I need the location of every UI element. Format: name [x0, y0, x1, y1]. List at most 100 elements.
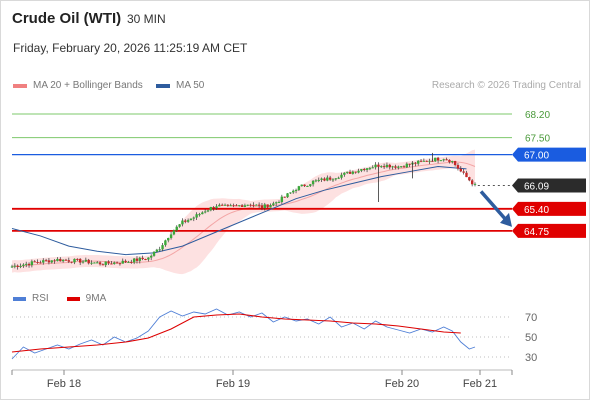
candle-body — [13, 265, 17, 267]
candle-body — [209, 206, 213, 211]
candle-body — [297, 186, 301, 191]
candle-body — [274, 202, 278, 204]
level-label-68-20: 68.20 — [525, 110, 550, 121]
bollinger-label: MA 20 + Bollinger Bands — [33, 80, 143, 91]
candle-body — [135, 258, 139, 261]
candle-body — [260, 205, 264, 209]
candle-body — [10, 266, 14, 268]
rsi-swatch — [13, 296, 26, 301]
candle-body — [331, 179, 335, 181]
legend-ma50: MA 50 — [156, 80, 204, 91]
rsi-series-9ma — [11, 313, 461, 353]
candle-body — [110, 263, 113, 265]
candle-body — [371, 167, 374, 169]
candle-body — [218, 204, 221, 207]
candle-body — [402, 166, 406, 168]
level-label-65-40: 65.40 — [524, 205, 549, 216]
candle-body — [87, 259, 90, 264]
candle-body — [416, 160, 420, 164]
candle-body — [388, 164, 391, 168]
candle-body — [195, 214, 198, 218]
candle-body — [16, 265, 19, 267]
candle-body — [138, 257, 142, 261]
candle-body — [186, 220, 190, 222]
candle-body — [144, 259, 147, 261]
level-tag-65-40: 65.40 — [512, 201, 586, 216]
candle-body — [408, 163, 411, 165]
candle-body — [419, 160, 423, 162]
candle-body — [44, 260, 48, 262]
candle-body — [306, 185, 309, 187]
candle-body — [184, 220, 187, 222]
level-tag-bg — [512, 178, 586, 193]
candle-body — [391, 166, 394, 168]
candle-body — [192, 217, 195, 219]
level-label-64-75: 64.75 — [524, 227, 549, 238]
candle-body — [385, 164, 389, 168]
candle-body — [314, 180, 318, 182]
level-tag-66-09: 66.09 — [512, 178, 586, 193]
candle-body — [448, 159, 451, 163]
level-tag-bg — [512, 201, 586, 216]
level-label-66-09: 66.09 — [524, 181, 549, 192]
candle-body — [226, 204, 230, 206]
candle-body — [434, 157, 437, 162]
candle-body — [64, 259, 68, 261]
candle-body — [81, 261, 85, 263]
candle-body — [167, 238, 170, 241]
candle-body — [27, 263, 31, 266]
candle-body — [76, 258, 79, 260]
candle-body — [124, 260, 127, 263]
candle-body — [42, 260, 45, 263]
candle-body — [263, 204, 267, 209]
candle-body — [414, 162, 417, 164]
candle-body — [394, 166, 397, 168]
candle-body — [363, 169, 366, 171]
level-tag-64-75: 64.75 — [512, 223, 586, 238]
candle-body — [47, 260, 51, 263]
candle-body — [328, 177, 332, 180]
candle-body — [377, 164, 380, 167]
candle-body — [73, 258, 76, 263]
candle-body — [289, 192, 292, 194]
candle-body — [206, 210, 210, 212]
candle-body — [169, 234, 173, 239]
candle-body — [365, 168, 369, 170]
candle-body — [382, 166, 386, 168]
candle-body — [425, 160, 428, 162]
candle-body — [121, 260, 124, 264]
candle-body — [229, 205, 232, 207]
rsi-label: RSI — [32, 293, 49, 304]
candle-body — [397, 166, 400, 168]
candle-body — [257, 204, 261, 206]
candle-body — [189, 218, 193, 221]
ma50-line — [11, 165, 467, 256]
candle-body — [61, 259, 65, 262]
candle-body — [98, 262, 102, 265]
candle-body — [115, 262, 119, 264]
candle-body — [152, 251, 156, 256]
candle-body — [96, 262, 99, 264]
candle-body — [215, 206, 218, 209]
instrument-title: Crude Oil (WTI) — [12, 10, 122, 27]
candle-body — [33, 261, 36, 263]
candle-body — [470, 180, 474, 185]
candle-body — [59, 258, 62, 262]
candle-body — [130, 261, 133, 263]
interval-label: 30 MIN — [127, 12, 166, 26]
candle-body — [53, 260, 56, 262]
candle-body — [243, 205, 247, 207]
candle-body — [246, 204, 249, 206]
candle-body — [201, 212, 204, 215]
candle-body — [93, 262, 96, 264]
level-tag-67-00: 67.00 — [512, 147, 586, 162]
candle-body — [255, 204, 258, 206]
candle-body — [232, 205, 235, 207]
legend-bollinger: MA 20 + Bollinger Bands — [13, 80, 143, 91]
candle-body — [451, 160, 454, 163]
candle-body — [223, 204, 227, 206]
candle-body — [368, 168, 372, 170]
candle-body — [132, 258, 136, 263]
candle-body — [348, 171, 352, 174]
candle-body — [300, 184, 303, 187]
